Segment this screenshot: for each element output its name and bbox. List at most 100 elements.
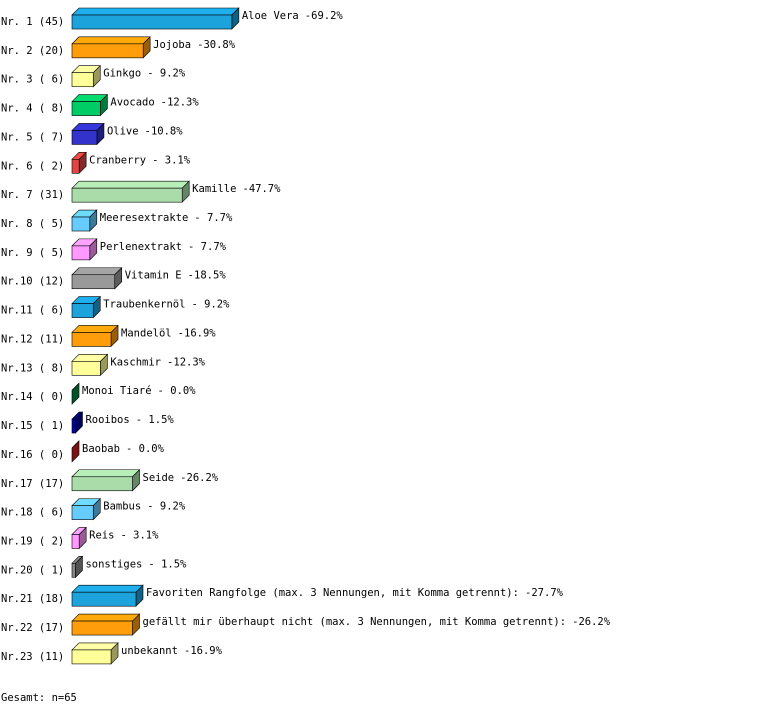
bar xyxy=(71,14,233,30)
bar xyxy=(71,591,137,607)
separator: - xyxy=(305,10,311,22)
separator: - xyxy=(191,299,197,311)
rank-label: Nr.19 ( 2) xyxy=(1,535,64,547)
separator: - xyxy=(525,587,531,599)
separator: - xyxy=(242,183,248,195)
value-label: 9.2% xyxy=(204,299,230,311)
value-label: 18.5% xyxy=(194,270,226,282)
bar xyxy=(71,101,101,116)
separator: - xyxy=(158,385,164,397)
rank-label: Nr. 8 ( 5) xyxy=(1,218,64,230)
rank-label: Nr. 4 ( 8) xyxy=(1,103,64,115)
separator: - xyxy=(126,443,132,455)
bar xyxy=(71,303,94,318)
value-label: 10.8% xyxy=(151,125,183,137)
bar-top xyxy=(71,613,141,622)
separator: - xyxy=(188,270,194,282)
rank-label: Nr. 3 ( 6) xyxy=(1,74,64,86)
rank-label: Nr. 9 ( 5) xyxy=(1,247,64,259)
rank-label: Nr.16 ( 0) xyxy=(1,449,64,461)
bar xyxy=(71,187,183,203)
rank-label: Nr.22 (17) xyxy=(1,622,64,634)
rank-label: Nr.10 (12) xyxy=(1,276,64,288)
bar-name: sonstiges xyxy=(85,558,142,570)
bar-name: Bambus xyxy=(103,501,141,513)
bar xyxy=(71,130,98,145)
separator: - xyxy=(161,97,167,109)
value-label: 47.7% xyxy=(249,183,281,195)
bar-name: Olive xyxy=(107,125,139,137)
rank-label: Nr. 6 ( 2) xyxy=(1,160,64,172)
bar-name: Perlenextrakt xyxy=(100,241,182,253)
rank-label: Nr. 1 (45) xyxy=(1,16,64,28)
rank-label: Nr.11 ( 6) xyxy=(1,305,64,317)
value-label: 12.3% xyxy=(167,97,199,109)
separator: - xyxy=(188,241,194,253)
bar-name: Aloe Vera xyxy=(242,10,299,22)
rank-label: Nr.23 (11) xyxy=(1,651,64,663)
rank-label: Nr.18 ( 6) xyxy=(1,507,64,519)
bar-name: Vitamin E xyxy=(125,270,182,282)
bar xyxy=(71,534,80,549)
bar-name: Reis xyxy=(89,529,114,541)
value-label: 27.7% xyxy=(531,587,563,599)
separator: - xyxy=(184,645,190,657)
bar-name: Baobab xyxy=(82,443,120,455)
bar-top xyxy=(71,180,190,189)
bar xyxy=(71,245,91,261)
bar-name: Favoriten Rangfolge (max. 3 Nennungen, m… xyxy=(146,587,519,599)
bar xyxy=(71,649,112,665)
rank-label: Nr. 2 (20) xyxy=(1,45,64,57)
value-label: 1.5% xyxy=(148,414,174,426)
separator: - xyxy=(147,501,153,513)
separator: - xyxy=(152,154,158,166)
value-label: 26.2% xyxy=(578,616,610,628)
separator: - xyxy=(147,68,153,80)
bar xyxy=(71,72,94,88)
value-label: 1.5% xyxy=(161,558,187,570)
value-label: 3.1% xyxy=(133,529,159,541)
bar-name: Ginkgo xyxy=(103,68,141,80)
bar-name: Kamille xyxy=(192,183,236,195)
value-label: 16.9% xyxy=(190,645,222,657)
bar-name: Seide xyxy=(143,472,175,484)
bar xyxy=(71,418,76,434)
bar xyxy=(71,274,116,290)
separator: - xyxy=(136,414,142,426)
separator: - xyxy=(167,356,173,368)
rank-label: Nr. 7 (31) xyxy=(1,189,64,201)
separator: - xyxy=(194,212,200,224)
value-label: 16.9% xyxy=(184,327,216,339)
value-label: 0.0% xyxy=(139,443,165,455)
rank-label: Nr.20 ( 1) xyxy=(1,564,64,576)
bar-name: Traubenkernöl xyxy=(103,299,185,311)
value-label: 9.2% xyxy=(160,501,186,513)
bar xyxy=(71,361,101,376)
bar xyxy=(71,159,80,174)
separator: - xyxy=(197,39,203,51)
value-label: 69.2% xyxy=(311,10,343,22)
bar-top xyxy=(71,267,123,276)
value-label: 12.3% xyxy=(173,356,205,368)
bar xyxy=(71,476,133,492)
rank-label: Nr.17 (17) xyxy=(1,478,64,490)
bar-top xyxy=(71,7,240,16)
value-label: 7.7% xyxy=(207,212,233,224)
bar-name: Cranberry xyxy=(89,154,146,166)
bar xyxy=(71,332,112,347)
value-label: 26.2% xyxy=(187,472,219,484)
value-label: 30.8% xyxy=(203,39,235,51)
value-label: 7.7% xyxy=(201,241,227,253)
bar-name: Kaschmir xyxy=(110,356,161,368)
bar-top xyxy=(71,325,119,333)
bar-name: unbekannt xyxy=(121,645,178,657)
bar-side xyxy=(71,440,80,463)
bar-name: gefällt mir überhaupt nicht (max. 3 Nenn… xyxy=(143,616,567,628)
rank-label: Nr. 5 ( 7) xyxy=(1,131,64,143)
rank-label: Nr.13 ( 8) xyxy=(1,362,64,374)
separator: - xyxy=(145,125,151,137)
value-label: 9.2% xyxy=(160,68,186,80)
bar xyxy=(71,620,133,636)
bar-top xyxy=(71,642,119,651)
